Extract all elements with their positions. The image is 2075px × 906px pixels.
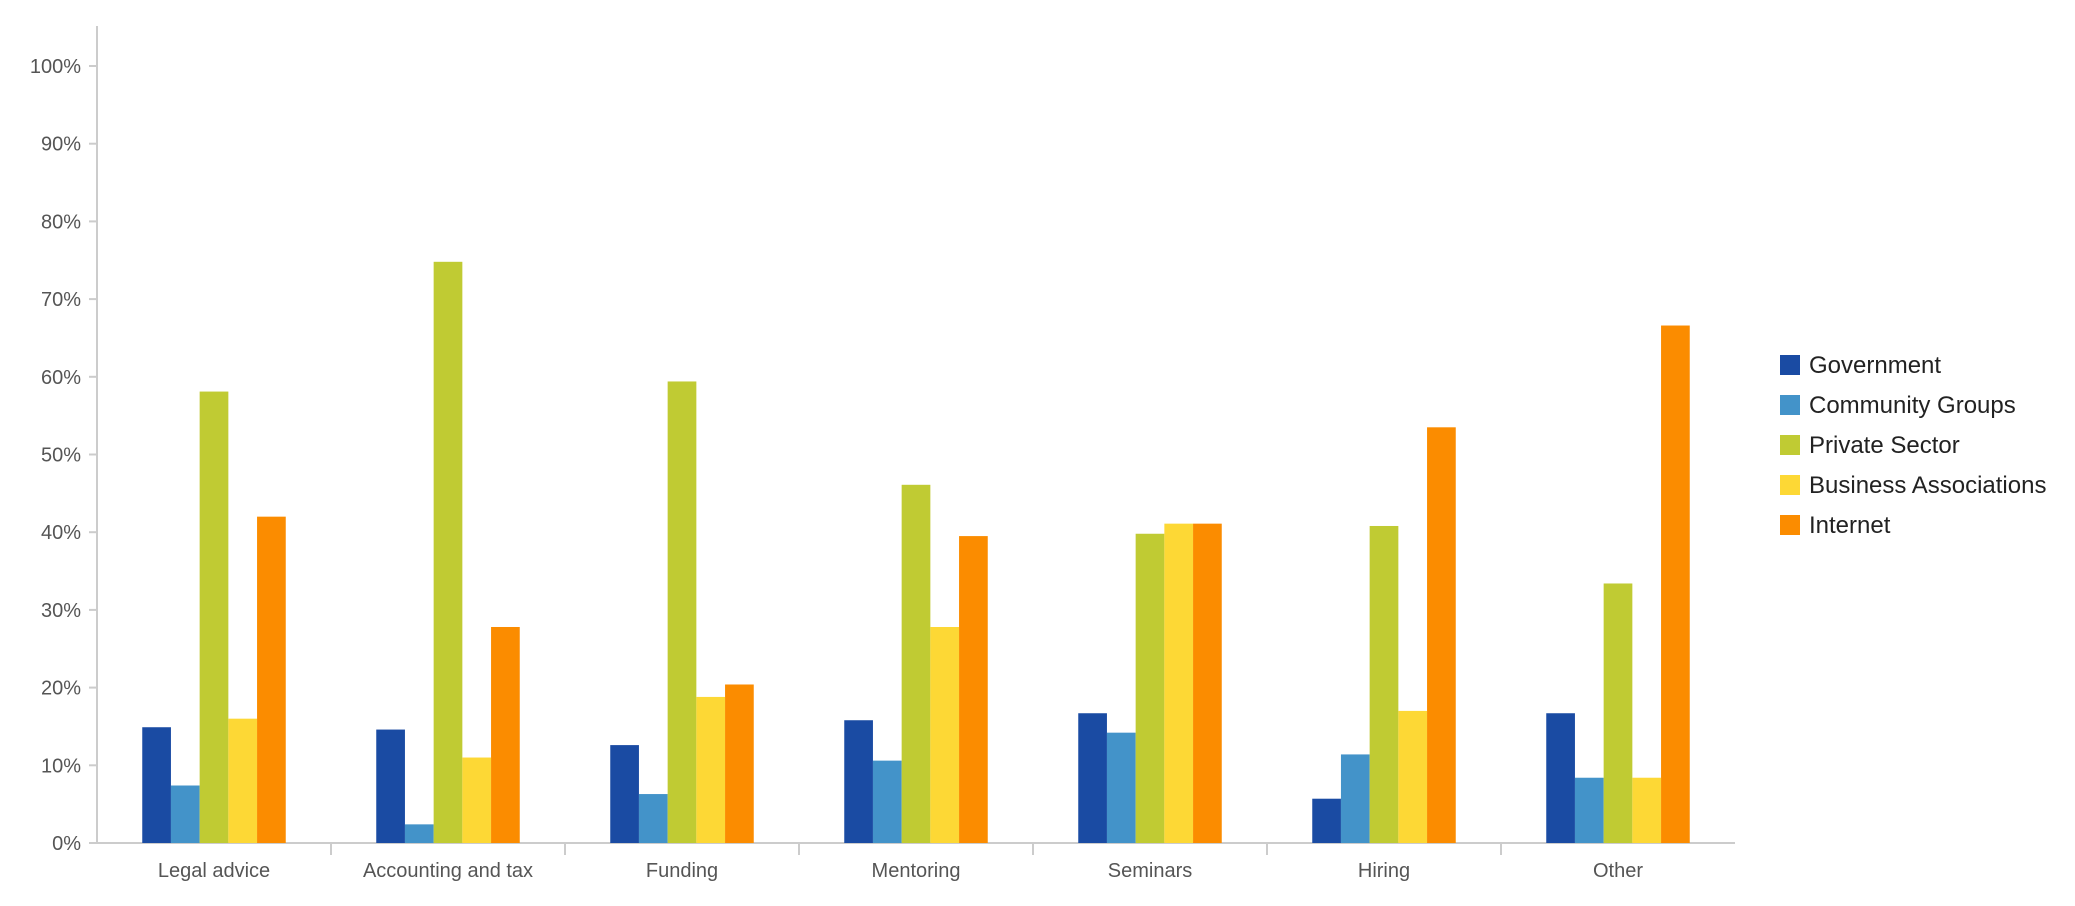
legend-label: Government — [1809, 352, 1941, 379]
legend-swatch — [1780, 435, 1800, 455]
bar-internet[interactable] — [257, 516, 286, 843]
bar-private-sector[interactable] — [901, 484, 931, 843]
y-tick-label: 40% — [41, 522, 81, 544]
bar-government[interactable] — [1546, 713, 1575, 843]
y-tick-label: 20% — [41, 678, 81, 700]
bar-business-associations[interactable] — [696, 696, 726, 843]
legend-swatch — [1780, 515, 1800, 535]
x-category-label: Seminars — [1108, 860, 1192, 882]
legend-item[interactable]: Community Groups — [1780, 392, 2016, 419]
bar-community-groups[interactable] — [1574, 777, 1604, 843]
bar-government[interactable] — [1078, 713, 1107, 843]
bar-business-associations[interactable] — [1398, 710, 1428, 843]
y-tick-label: 0% — [52, 833, 81, 855]
bar-community-groups[interactable] — [170, 785, 200, 843]
bar-community-groups[interactable] — [1340, 754, 1370, 843]
y-tick-label: 90% — [41, 134, 81, 156]
y-tick-label: 30% — [41, 600, 81, 622]
bar-internet[interactable] — [725, 684, 754, 843]
bars — [142, 261, 1690, 844]
legend-swatch — [1780, 355, 1800, 375]
y-tick-label: 10% — [41, 755, 81, 777]
bar-private-sector[interactable] — [199, 391, 229, 843]
bar-government[interactable] — [142, 727, 171, 843]
legend-label: Community Groups — [1809, 392, 2016, 419]
y-tick-label: 100% — [30, 56, 81, 78]
x-category-label: Legal advice — [158, 860, 270, 882]
bar-internet[interactable] — [1427, 427, 1456, 843]
legend-item[interactable]: Government — [1780, 352, 1941, 379]
bar-community-groups[interactable] — [404, 824, 434, 843]
legend-item[interactable]: Business Associations — [1780, 472, 2046, 499]
x-category-label: Accounting and tax — [363, 860, 533, 882]
bar-private-sector[interactable] — [1135, 533, 1165, 843]
bar-private-sector[interactable] — [1603, 583, 1633, 843]
bar-internet[interactable] — [959, 536, 988, 843]
bar-government[interactable] — [1312, 798, 1341, 843]
bar-community-groups[interactable] — [638, 794, 668, 843]
bar-business-associations[interactable] — [930, 626, 960, 843]
y-tick-label: 50% — [41, 445, 81, 467]
y-tick-label: 60% — [41, 367, 81, 389]
bar-internet[interactable] — [491, 626, 520, 843]
bar-private-sector[interactable] — [433, 261, 463, 844]
bar-private-sector[interactable] — [1369, 525, 1399, 843]
bar-government[interactable] — [844, 720, 873, 843]
y-axis: 0% 10% 20% 30% 40% 50% 60% 70% 80% 90% 100% — [30, 26, 98, 855]
y-tick-label: 80% — [41, 211, 81, 233]
legend-label: Internet — [1809, 512, 1891, 539]
bar-internet[interactable] — [1661, 325, 1690, 843]
legend: Government Community Groups Private Sector… — [1780, 352, 2046, 539]
bar-business-associations[interactable] — [228, 718, 258, 843]
legend-label: Private Sector — [1809, 432, 1960, 459]
bar-government[interactable] — [376, 729, 405, 843]
bar-private-sector[interactable] — [667, 381, 697, 843]
legend-item[interactable]: Private Sector — [1780, 432, 1960, 459]
legend-swatch — [1780, 475, 1800, 495]
x-axis: Legal advice Accounting and tax Funding Men… — [97, 842, 1735, 882]
bar-community-groups[interactable] — [872, 760, 902, 843]
bar-business-associations[interactable] — [1164, 523, 1194, 843]
x-category-label: Other — [1593, 860, 1643, 882]
x-category-label: Funding — [646, 860, 718, 882]
bar-business-associations[interactable] — [462, 757, 492, 843]
bar-internet[interactable] — [1193, 523, 1222, 843]
x-category-label: Hiring — [1358, 860, 1410, 882]
bar-community-groups[interactable] — [1106, 732, 1136, 843]
y-tick-label: 70% — [41, 289, 81, 311]
legend-swatch — [1780, 395, 1800, 415]
legend-item[interactable]: Internet — [1780, 512, 1891, 539]
legend-label: Business Associations — [1809, 472, 2046, 499]
bar-business-associations[interactable] — [1632, 777, 1662, 843]
x-category-label: Mentoring — [872, 860, 961, 882]
bar-government[interactable] — [610, 745, 639, 843]
